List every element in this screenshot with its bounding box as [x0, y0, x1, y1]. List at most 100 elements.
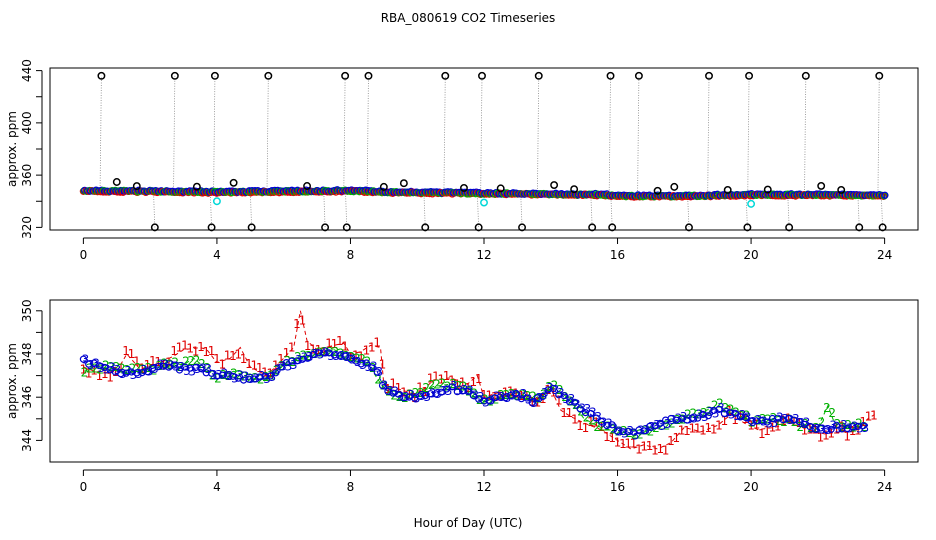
bottom-circle-series-3 [560, 392, 568, 400]
top-excursion-connector [877, 75, 880, 196]
top-x-tick-label: 0 [80, 248, 88, 262]
bottom-marker-series-2: 2 [481, 393, 489, 407]
bottom-marker-series-2: 2 [716, 397, 724, 411]
bottom-marker-series-1: 1 [507, 385, 515, 399]
top-point-calibration [747, 199, 756, 208]
top-excursion-connector [173, 75, 176, 192]
bottom-circle-series-3 [272, 369, 280, 377]
bottom-marker-series-2: 2 [225, 369, 233, 383]
bottom-marker-series-1: 1 [576, 419, 584, 433]
top-point-outlier [743, 223, 752, 232]
bottom-circle-series-3 [453, 388, 461, 396]
bottom-marker-series-3: 3 [530, 396, 538, 410]
bottom-circle-series-3 [645, 422, 654, 430]
bottom-marker-series-1: 1 [277, 352, 285, 366]
bottom-marker-series-2: 2 [828, 406, 836, 420]
top-excursion-connector [637, 75, 640, 197]
top-point-outlier [170, 71, 179, 80]
bottom-marker-series-2: 2 [519, 387, 527, 401]
top-point-outlier [670, 182, 679, 191]
top-point-outlier [534, 71, 543, 80]
top-excursion-connector [323, 191, 326, 228]
bottom-marker-series-2: 2 [86, 362, 94, 376]
bottom-marker-series-1: 1 [186, 341, 194, 355]
bottom-marker-series-1: 1 [389, 376, 397, 390]
bottom-marker-series-1: 1 [299, 313, 307, 327]
bottom-circle-series-3 [485, 397, 493, 405]
bottom-marker-series-2: 2 [609, 423, 617, 437]
bottom-marker-series-2: 2 [460, 379, 468, 393]
top-excursion-connector [266, 75, 269, 192]
top-point-outlier [474, 223, 483, 232]
bottom-marker-series-1: 1 [443, 369, 451, 383]
bottom-marker-series-3: 3 [306, 350, 314, 364]
bottom-circle-series-3 [752, 417, 761, 425]
bottom-marker-series-1: 1 [742, 412, 750, 426]
top-panel: approx. ppm 0 4 8 12 16 20 24 320 360 400 440 [5, 59, 919, 262]
bottom-marker-series-3: 3 [466, 384, 474, 398]
top-point-outlier [341, 71, 350, 80]
bottom-marker-series-1: 1 [646, 439, 654, 453]
top-x-tick-label: 8 [347, 248, 355, 262]
bottom-marker-series-1: 1 [90, 363, 98, 377]
top-point-outlier [441, 71, 450, 80]
bottom-marker-series-1: 1 [528, 395, 536, 409]
bottom-marker-series-2: 2 [476, 393, 484, 407]
bottom-marker-series-3: 3 [840, 418, 848, 432]
bottom-circle-series-3 [480, 397, 488, 405]
bottom-marker-series-2: 2 [385, 385, 393, 399]
bottom-marker-series-2: 2 [604, 420, 612, 434]
bottom-marker-series-3: 3 [274, 363, 282, 377]
bottom-marker-series-1: 1 [437, 373, 445, 387]
top-excursion-connector [880, 195, 884, 228]
top-excursion-connector [366, 75, 369, 192]
bottom-marker-series-2: 2 [786, 413, 794, 427]
bottom-marker-series-1: 1 [261, 366, 269, 380]
bottom-marker-series-2: 2 [759, 412, 767, 426]
bottom-marker-series-2: 2 [615, 424, 623, 438]
bottom-marker-series-2: 2 [657, 419, 665, 433]
bottom-marker-series-2: 2 [770, 411, 778, 425]
bottom-marker-series-3: 3 [423, 390, 431, 404]
bottom-marker-series-1: 1 [859, 415, 867, 429]
bottom-marker-series-1: 1 [357, 350, 365, 364]
bottom-marker-series-1: 1 [592, 416, 600, 430]
bottom-marker-series-2: 2 [219, 368, 227, 382]
bottom-panel-frame [49, 299, 919, 463]
top-excursion-connector [857, 195, 860, 228]
bottom-marker-series-2: 2 [732, 406, 740, 420]
bottom-circle-series-3 [266, 372, 274, 380]
bottom-marker-series-1: 1 [373, 336, 381, 350]
bottom-marker-series-1: 1 [240, 352, 248, 366]
bottom-marker-series-3: 3 [536, 391, 544, 405]
bottom-marker-series-1: 1 [165, 355, 173, 369]
bottom-marker-series-1: 1 [667, 434, 675, 448]
top-y-tick-label: 440 [20, 59, 34, 82]
bottom-marker-series-2: 2 [556, 383, 564, 397]
top-excursion-connector [443, 75, 446, 193]
bottom-marker-series-3: 3 [562, 392, 570, 406]
bottom-marker-series-1: 1 [101, 367, 109, 381]
bottom-marker-series-1: 1 [384, 382, 392, 396]
bottom-marker-series-1: 1 [491, 390, 499, 404]
bottom-marker-series-2: 2 [214, 371, 222, 385]
bottom-marker-series-1: 1 [245, 357, 253, 371]
bottom-marker-series-1: 1 [694, 422, 702, 436]
bottom-marker-series-1: 1 [320, 345, 328, 359]
bottom-marker-series-2: 2 [647, 425, 655, 439]
bottom-circle-series-3 [277, 363, 285, 371]
bottom-marker-series-1: 1 [427, 371, 435, 385]
bottom-marker-series-2: 2 [203, 361, 211, 375]
top-excursion-connector [804, 75, 807, 195]
bottom-marker-series-1: 1 [149, 354, 157, 368]
bottom-marker-series-1: 1 [582, 421, 590, 435]
bottom-marker-series-2: 2 [561, 390, 569, 404]
bottom-marker-series-2: 2 [679, 413, 687, 427]
bottom-marker-series-1: 1 [144, 358, 152, 372]
bottom-marker-series-1: 1 [753, 417, 761, 431]
top-point-outlier [399, 179, 408, 188]
bottom-marker-series-3: 3 [461, 383, 469, 397]
bottom-marker-series-1: 1 [534, 396, 542, 410]
top-excursion-connector [343, 75, 346, 191]
top-excursion-connector [687, 195, 690, 228]
